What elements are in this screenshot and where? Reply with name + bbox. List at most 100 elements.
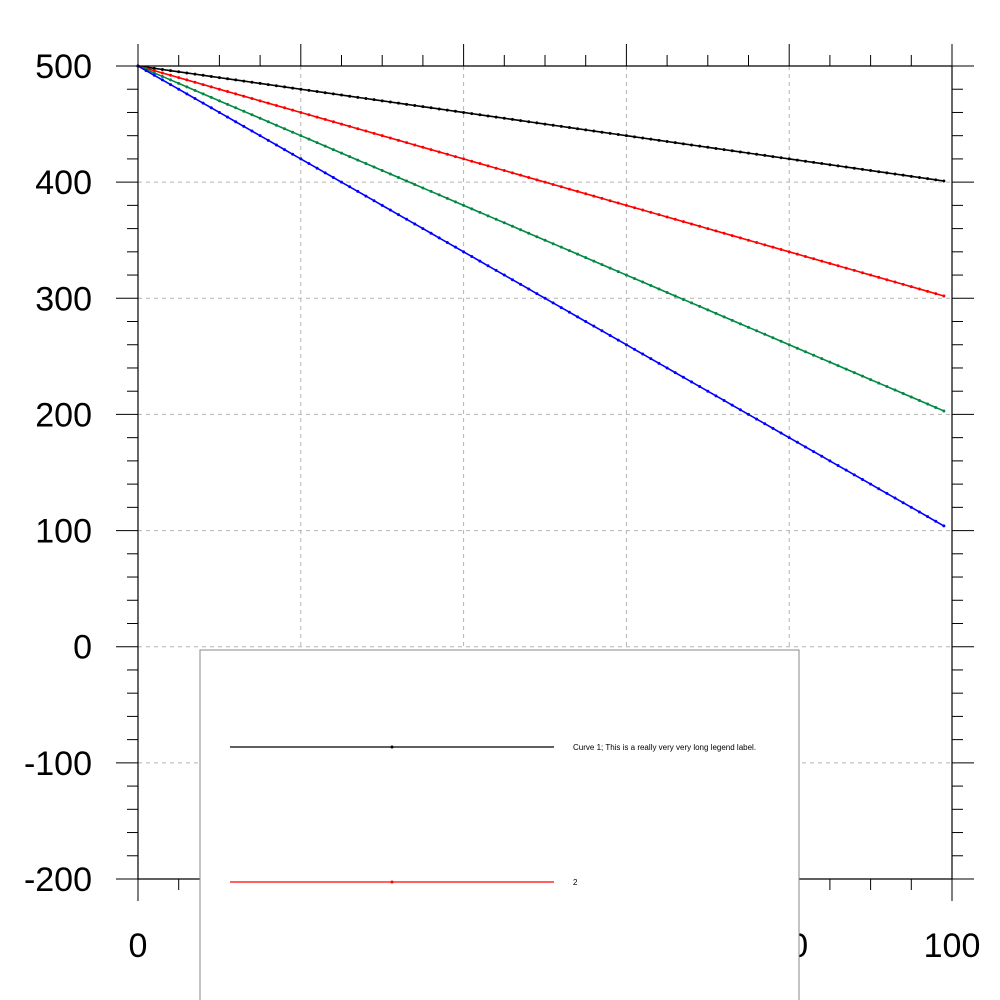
data-point [177,76,181,80]
data-point [665,290,669,294]
data-point [665,139,669,143]
data-point [673,294,677,298]
data-point [681,220,685,224]
data-point [470,112,474,116]
data-point [641,136,645,140]
data-point [405,102,409,106]
data-point [738,408,742,412]
data-point [877,170,881,174]
data-point [315,115,319,119]
data-point [193,88,197,92]
data-point [478,259,482,263]
data-point [453,200,457,204]
data-point [706,145,710,149]
data-point [307,113,311,117]
data-point [405,179,409,183]
data-point [209,85,213,89]
data-point [535,178,539,182]
data-point [494,166,498,170]
data-point [942,179,946,183]
data-point [877,381,881,385]
data-point [869,273,873,277]
data-point [771,155,775,159]
data-point [657,213,661,217]
data-point [226,90,230,94]
data-point [364,97,368,101]
data-point [413,143,417,147]
data-point [380,203,384,207]
data-point [527,175,531,179]
data-point [706,227,710,231]
data-point [388,100,392,104]
data-point [209,74,213,78]
data-point [169,78,173,82]
data-point [429,189,433,193]
data-point [633,206,637,210]
data-point [600,196,604,200]
data-point [234,78,238,82]
data-point [413,222,417,226]
data-point [690,301,694,305]
data-point [820,454,824,458]
data-point [226,115,230,119]
data-point [698,144,702,148]
data-point [828,163,832,167]
data-point [795,346,799,350]
data-point [470,207,474,211]
data-point [706,308,710,312]
data-point [616,133,620,137]
data-point [657,287,661,291]
data-point [331,120,335,124]
data-point [291,86,295,90]
data-point [169,73,173,77]
data-point [543,180,547,184]
data-point [226,77,230,81]
data-point [852,473,856,477]
data-point [747,151,750,155]
data-point [348,94,352,98]
data-point [893,280,897,284]
data-point [624,273,628,277]
data-point [372,98,376,102]
data-point [600,263,604,267]
data-point [616,338,620,342]
data-point [283,127,287,131]
data-point [478,162,482,166]
data-point [266,83,270,87]
y-tick-label: 0 [73,629,92,667]
series-lines [136,64,946,528]
data-point [462,203,466,207]
series-line-2 [137,65,945,297]
data-point [356,95,360,99]
data-point [421,105,425,109]
data-point [592,259,596,263]
data-point [185,85,189,89]
data-point [779,156,783,160]
data-point [559,185,563,189]
data-point [372,199,376,203]
data-point [559,306,563,310]
data-point [380,134,384,138]
y-tick-label: 100 [35,513,92,551]
data-point [559,124,563,128]
data-point [771,336,775,340]
data-point [909,285,913,289]
data-point [258,81,262,85]
data-point [641,280,645,284]
data-point [714,394,718,398]
data-point [348,124,352,128]
data-point [217,99,221,103]
data-point [771,245,775,249]
data-point [348,155,352,159]
data-point [169,83,173,87]
data-point [917,510,921,514]
data-point [714,311,718,315]
data-point [795,158,799,162]
legend-box [199,649,800,1000]
data-point [657,361,661,365]
data-point [250,97,254,101]
data-point [519,282,523,286]
data-point [519,228,523,232]
data-point [405,141,409,145]
data-point [372,131,376,135]
